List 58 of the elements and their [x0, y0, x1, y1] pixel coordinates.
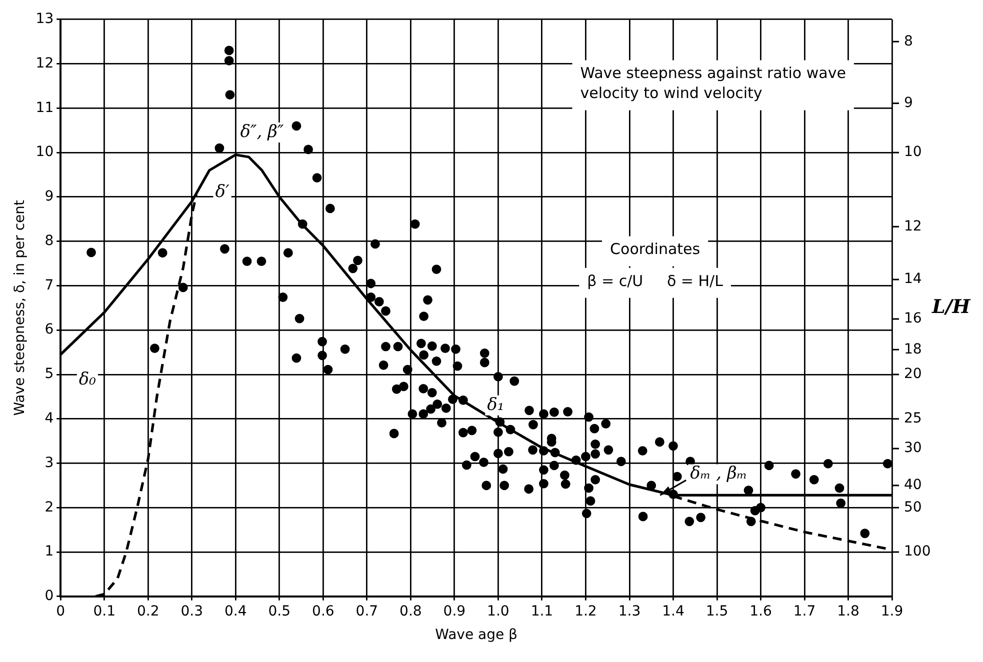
y-tick-label: 6: [44, 322, 54, 338]
x-tick-label: 0.6: [312, 603, 334, 620]
y-axis-title: Wave steepness, δ, in per cent: [12, 199, 28, 416]
x-tick-label: 0.8: [400, 603, 422, 620]
y-tick-label: 1: [44, 544, 54, 560]
annotation: δ′: [215, 182, 230, 202]
x-tick-label: 0.3: [180, 603, 204, 620]
x-tick-label: 1.0: [487, 603, 510, 620]
x-tick-label: 1.7: [793, 603, 816, 620]
y-tick-label: 8: [44, 232, 54, 249]
text: 25: [904, 410, 922, 426]
x-tick-label: 0.7: [356, 603, 378, 620]
y-tick-label: 5: [44, 366, 54, 382]
x-tick-label: 0.2: [136, 603, 160, 620]
y-tick-label: 4: [44, 410, 54, 426]
annotation: β = c/U δ = H/L: [587, 272, 724, 290]
annotation: Wave steepness against ratio wave velocity to wind velocity: [580, 64, 846, 102]
y-tick-label: 2: [44, 499, 54, 516]
y-tick-label: 13: [36, 11, 54, 28]
text: 10: [904, 144, 922, 160]
x-tick-label: 0.1: [93, 603, 116, 620]
annotation: δ″, β″: [240, 122, 284, 142]
x-tick-label: 1.8: [837, 603, 860, 620]
x-tick-label: 1.9: [880, 603, 904, 620]
y-tick-label: 3: [44, 454, 54, 471]
text: 12: [904, 218, 922, 234]
annotation: Coordinates: [610, 240, 700, 258]
x-tick-label: 1.6: [750, 603, 772, 620]
x-tick-label: 1.5: [706, 603, 728, 620]
text: 20: [904, 366, 922, 382]
y-tick-label: 0: [44, 588, 54, 604]
x-tick-label: 1.4: [662, 603, 684, 620]
x-tick-label: 1.1: [530, 603, 554, 620]
text: 8: [904, 33, 913, 50]
text: 30: [904, 440, 922, 456]
x-tick-label: 0: [56, 603, 66, 620]
y-tick-label: 9: [44, 188, 54, 205]
y-tick-label: 12: [36, 55, 54, 72]
text: 14: [904, 271, 922, 288]
text: 100: [904, 544, 931, 560]
x-tick-label: 1.2: [574, 603, 597, 620]
y-tick-label: 7: [44, 277, 54, 294]
y-tick-label: 10: [36, 144, 54, 160]
x-tick-label: 0.9: [443, 603, 466, 620]
y-tick-label: 11: [36, 100, 54, 116]
text: L/H: [931, 296, 972, 318]
annotation: δₘ , βₘ: [690, 464, 748, 484]
annotation: δ₁: [487, 394, 504, 415]
annotation: δ₀: [78, 369, 96, 390]
text: 16: [904, 310, 922, 327]
x-tick-label: 0.4: [224, 603, 247, 620]
text: 40: [904, 477, 922, 494]
text: 50: [904, 499, 922, 516]
x-tick-label: 1.3: [618, 603, 641, 620]
text: 9: [904, 94, 913, 111]
text: 18: [904, 341, 922, 358]
x-tick-label: 0.5: [268, 603, 291, 620]
x-axis-title: Wave age β: [435, 627, 518, 644]
